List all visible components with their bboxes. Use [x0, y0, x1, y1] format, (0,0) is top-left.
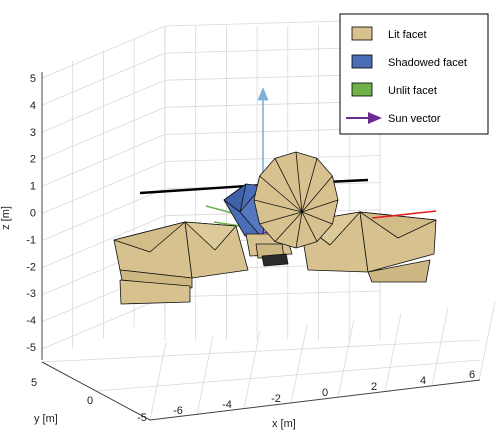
dish-spoke: [295, 211, 303, 249]
dish-spoke: [301, 199, 339, 213]
dish-spoke: [259, 211, 303, 225]
z-tick-label: 1: [30, 181, 36, 193]
z-tick-label: -2: [26, 261, 36, 273]
lit-facet: [184, 221, 237, 251]
shadowed-facet: [223, 183, 247, 213]
z-tick-label: 3: [30, 127, 36, 139]
legend: Lit facet Shadowed facet Unlit facet Sun ve…: [339, 13, 489, 135]
z-tick-label: 2: [30, 154, 36, 166]
boom-left: [139, 183, 263, 195]
dish-spoke: [274, 158, 303, 213]
gridline: [149, 341, 167, 421]
legend-arrow-head: [368, 112, 382, 124]
gridline: [384, 313, 402, 392]
dish-spoke: [301, 211, 333, 225]
legend-label: Lit facet: [388, 29, 427, 41]
dish-spoke: [253, 199, 303, 213]
gridline: [164, 290, 381, 298]
y-tick-label: 5: [31, 377, 37, 389]
lit-facet: [367, 259, 431, 283]
gridline: [243, 330, 261, 409]
gridline: [95, 359, 481, 392]
x-tick-label: -6: [173, 405, 183, 417]
dish-spoke: [301, 175, 333, 213]
z-tick-label: 4: [30, 100, 36, 112]
legend-label: Shadowed facet: [388, 57, 467, 69]
y-tick-label: -5: [137, 412, 147, 424]
dish-spoke: [301, 158, 318, 213]
y-axis-line: [41, 361, 151, 421]
x-tick-labels: -6 -4 -2 0 2 4 6: [173, 369, 475, 417]
gridline: [478, 302, 496, 381]
x-tick-label: -4: [222, 399, 232, 411]
gridline: [41, 339, 481, 363]
legend-label: Sun vector: [388, 113, 441, 125]
z-vector-head: [257, 87, 269, 101]
y-axis-label: y [m]: [34, 413, 58, 425]
x-tick-label: -2: [271, 393, 281, 405]
x-axis-line: [149, 379, 481, 421]
dish-spoke: [295, 151, 303, 213]
lit-facet: [359, 211, 437, 239]
y-tick-labels: 5 0 -5: [31, 377, 147, 424]
z-tick-label: -3: [26, 288, 36, 300]
spacecraft-model: [113, 87, 437, 305]
z-tick-label: -4: [26, 315, 36, 327]
x-tick-label: 6: [469, 369, 475, 381]
x-vector: [371, 210, 437, 219]
z-axis-label: z [m]: [0, 206, 12, 230]
legend-items: Lit facet Shadowed facet Unlit facet Sun ve…: [346, 26, 467, 125]
dish-spoke: [274, 211, 303, 242]
gridline: [196, 336, 214, 415]
y-tick-label: 0: [87, 395, 93, 407]
legend-swatch: [351, 54, 373, 69]
x-tick-label: 2: [371, 381, 377, 393]
x-tick-label: 4: [420, 375, 426, 387]
legend-swatch: [351, 26, 373, 41]
z-tick-labels: 5 4 3 2 1 0 -1 -2 -3 -4 -5: [26, 73, 36, 354]
engine-block: [261, 253, 289, 267]
unlit-strut-2: [213, 221, 241, 227]
antenna-dish-spokes: [253, 151, 339, 249]
lit-facet: [119, 269, 193, 289]
lit-facet: [113, 221, 186, 253]
z-tick-label: 5: [30, 73, 36, 85]
dish-spoke: [301, 211, 318, 242]
gridline: [431, 307, 449, 386]
z-tick-label: -1: [26, 234, 36, 246]
gridline: [337, 319, 355, 398]
axis-box: [41, 72, 481, 421]
x-tick-label: 0: [322, 387, 328, 399]
legend-swatch: [351, 82, 373, 97]
dish-spoke: [259, 175, 303, 213]
x-axis-label: x [m]: [272, 418, 296, 430]
z-tick-label: -5: [26, 342, 36, 354]
gridline: [290, 324, 308, 403]
gridline: [164, 155, 381, 162]
z-tick-label: 0: [30, 208, 36, 220]
legend-label: Unlit facet: [388, 85, 437, 97]
lit-facet: [119, 279, 191, 305]
